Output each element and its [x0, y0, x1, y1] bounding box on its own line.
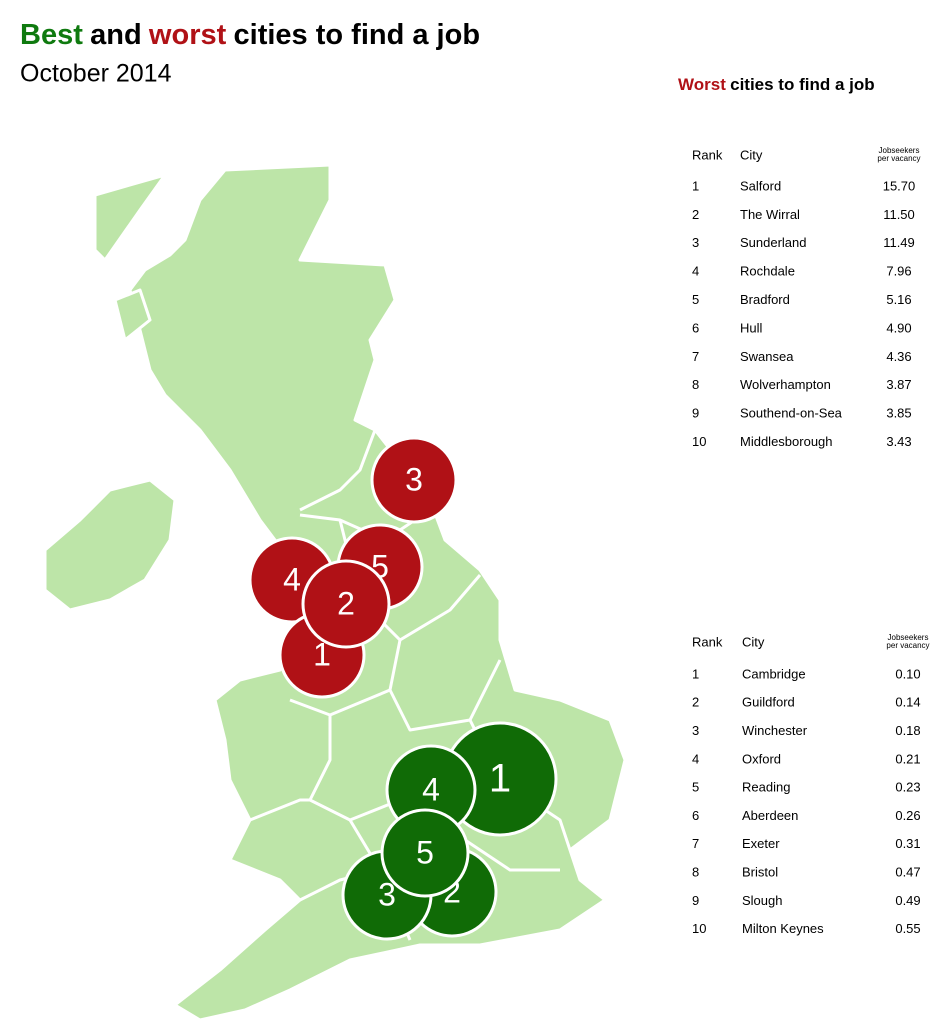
column-header: Jobseekers — [888, 633, 929, 642]
table-cell: 0.23 — [895, 780, 920, 795]
table-cell: 4.90 — [886, 320, 911, 335]
table-cell: 7 — [692, 836, 699, 851]
table-cell: Sunderland — [740, 235, 807, 250]
table-cell: 0.49 — [895, 893, 920, 908]
marker-label: 2 — [337, 585, 355, 621]
table-cell: 0.55 — [895, 921, 920, 936]
table-cell: Wolverhampton — [740, 377, 831, 392]
table-cell: 9 — [692, 893, 699, 908]
title-part: cities to find a job — [730, 75, 875, 94]
city-marker — [301, 559, 391, 649]
table-cell: Guildford — [742, 695, 795, 710]
table-cell: 8 — [692, 377, 699, 392]
title-part: Worst — [678, 75, 726, 94]
table-cell: Milton Keynes — [742, 921, 824, 936]
table-cell: 6 — [692, 320, 699, 335]
table-cell: 8 — [692, 865, 699, 880]
page-subtitle: October 2014 — [20, 60, 172, 88]
table-cell: 7.96 — [886, 264, 911, 279]
table-cell: 9 — [692, 406, 699, 421]
table-cell: 2 — [692, 207, 699, 222]
table-cell: Southend-on-Sea — [740, 406, 843, 421]
marker-label: 1 — [313, 636, 331, 672]
table-cell: Aberdeen — [742, 808, 798, 823]
table-cell: 0.14 — [895, 695, 920, 710]
column-header: per vacancy — [877, 154, 920, 163]
island — [93, 173, 167, 262]
marker-label: 3 — [405, 461, 423, 497]
marker-label: 5 — [416, 834, 434, 870]
table-cell: 10 — [692, 434, 706, 449]
column-header: per vacancy — [886, 641, 929, 650]
table-cell: Exeter — [742, 836, 780, 851]
table-cell: Middlesborough — [740, 434, 833, 449]
column-header: Rank — [692, 634, 723, 649]
table-cell: Salford — [740, 178, 781, 193]
table-cell: 15.70 — [883, 178, 916, 193]
table-cell: 0.21 — [895, 751, 920, 766]
page-title: Best and worst cities to find a job — [20, 19, 480, 51]
table-cell: 5 — [692, 292, 699, 307]
column-header: Rank — [692, 147, 723, 162]
title-part: cities to find a job — [234, 19, 481, 51]
table-cell: 3.85 — [886, 406, 911, 421]
table-cell: Swansea — [740, 349, 794, 364]
table-cell: Bradford — [740, 292, 790, 307]
title-part: Best — [20, 19, 83, 51]
table-cell: Bristol — [742, 865, 778, 880]
table-cell: Hull — [740, 320, 763, 335]
table-cell: 10 — [692, 921, 706, 936]
marker-label: 1 — [489, 757, 511, 801]
marker-label: 3 — [378, 876, 396, 912]
region-borders — [249, 429, 572, 941]
table-cell: 7 — [692, 349, 699, 364]
table-cell: Reading — [742, 780, 790, 795]
table-cell: 3.43 — [886, 434, 911, 449]
table-cell: The Wirral — [740, 207, 800, 222]
table-cell: 1 — [692, 178, 699, 193]
island — [113, 288, 152, 342]
northern-ireland — [43, 478, 177, 612]
table-cell: 1 — [692, 666, 699, 681]
table-cell: Slough — [742, 893, 782, 908]
title-part: and — [90, 19, 142, 51]
table-cell: Rochdale — [740, 264, 795, 279]
table-cell: 0.47 — [895, 865, 920, 880]
table-cell: 6 — [692, 808, 699, 823]
table-cell: 3 — [692, 723, 699, 738]
table-title: Worst cities to find a job — [678, 75, 875, 94]
city-marker — [380, 808, 470, 898]
marker-label: 4 — [283, 561, 301, 597]
table-cell: 4.36 — [886, 349, 911, 364]
table-cell: 2 — [692, 695, 699, 710]
marker-label: 4 — [422, 771, 440, 807]
table-cell: 5 — [692, 780, 699, 795]
table-cell: 0.26 — [895, 808, 920, 823]
city-marker — [370, 436, 458, 524]
table-cell: 4 — [692, 264, 699, 279]
table-cell: 4 — [692, 751, 699, 766]
table-cell: 5.16 — [886, 292, 911, 307]
title-part: worst — [148, 19, 227, 51]
table-cell: Winchester — [742, 723, 808, 738]
table-cell: 0.31 — [895, 836, 920, 851]
table-cell: Oxford — [742, 751, 781, 766]
column-header: Jobseekers — [879, 146, 920, 155]
column-header: City — [740, 147, 763, 162]
table-cell: 0.18 — [895, 723, 920, 738]
table-cell: 11.49 — [883, 235, 915, 250]
table-cell: 3 — [692, 235, 699, 250]
table-cell: 11.50 — [883, 207, 915, 222]
table-cell: 3.87 — [886, 377, 911, 392]
table-cell: 0.10 — [895, 666, 920, 681]
column-header: City — [742, 634, 765, 649]
table-cell: Cambridge — [742, 666, 806, 681]
